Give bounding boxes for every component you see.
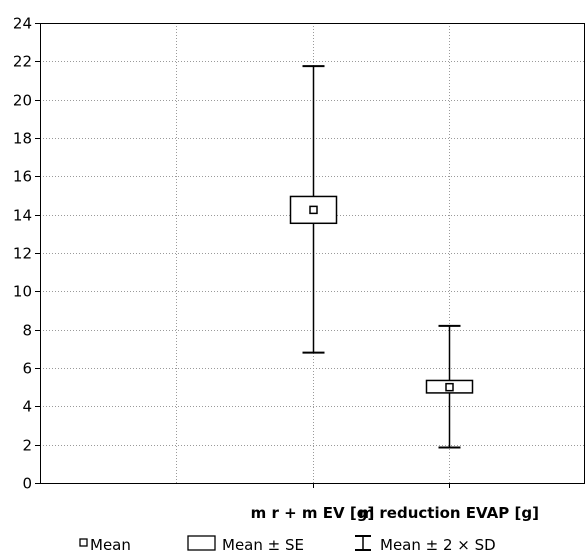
y-tick-label: 16 <box>13 168 32 186</box>
box-group <box>425 324 474 449</box>
category-label: m reduction EVAP [g] <box>359 504 539 522</box>
legend-item-sd: Mean ± 2 × SD <box>355 535 496 554</box>
legend-box-icon <box>187 535 216 551</box>
legend-item-mean: Mean <box>79 536 131 554</box>
legend-mean-label: Mean <box>90 536 131 554</box>
legend-mean-icon <box>79 538 88 547</box>
legend-item-se: Mean ± SE <box>187 535 304 554</box>
box-group <box>289 65 338 354</box>
legend: Mean Mean ± SE Mean ± 2 × SD <box>79 535 496 554</box>
y-tick-label: 4 <box>22 398 32 416</box>
legend-se-label: Mean ± SE <box>222 536 304 554</box>
y-tick-label: 8 <box>22 322 32 340</box>
legend-sd-label: Mean ± 2 × SD <box>380 536 496 554</box>
mean-marker <box>309 205 318 215</box>
category-labels: m r + m EV [g]m reduction EVAP [g] <box>251 504 539 522</box>
category-label: m r + m EV [g] <box>251 504 375 522</box>
y-tick-label: 12 <box>13 245 32 263</box>
y-tick-label: 6 <box>22 360 32 378</box>
y-tick-label: 20 <box>13 92 32 110</box>
y-tick-label: 0 <box>22 475 32 493</box>
y-tick-label: 24 <box>13 15 32 33</box>
y-tick-label: 2 <box>22 437 32 455</box>
plot-marks <box>289 65 474 449</box>
y-tick-label: 22 <box>13 53 32 71</box>
y-tick-label: 10 <box>13 283 32 301</box>
mean-marker <box>445 382 454 392</box>
y-tick-label: 14 <box>13 207 32 225</box>
y-tick-label: 18 <box>13 130 32 148</box>
grid-lines <box>40 23 585 483</box>
